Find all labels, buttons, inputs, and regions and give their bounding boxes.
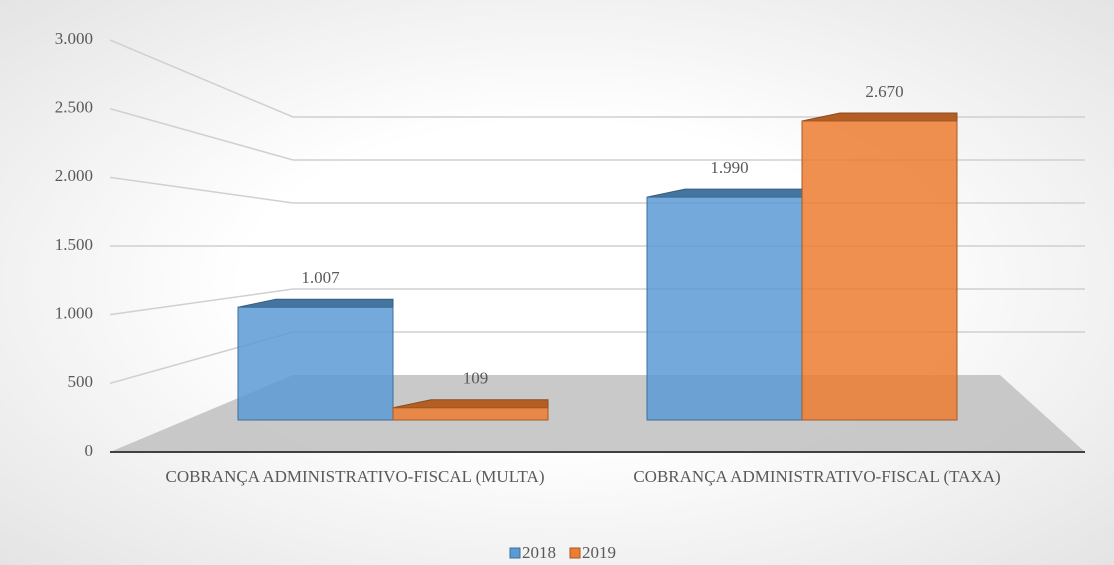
- bar-front: [801, 120, 958, 421]
- y-tick-label: 0: [85, 441, 94, 460]
- grid-line: [109, 39, 1085, 118]
- bar-front: [646, 196, 803, 421]
- bar: [392, 399, 549, 421]
- legend-label: 2019: [582, 543, 616, 562]
- y-tick-label: 500: [68, 372, 94, 391]
- bar-top: [237, 298, 394, 308]
- x-tick-label: COBRANÇA ADMINISTRATIVO-FISCAL (TAXA): [633, 467, 1001, 486]
- bar: [646, 188, 803, 421]
- data-label: 1.007: [301, 268, 340, 287]
- y-tick-label: 1.500: [55, 235, 93, 254]
- y-tick-label: 1.000: [55, 304, 93, 323]
- legend-label: 2018: [522, 543, 556, 562]
- data-label: 109: [463, 369, 489, 388]
- data-label: 1.990: [710, 158, 748, 177]
- bar: [801, 112, 958, 421]
- legend-swatch: [569, 547, 581, 559]
- y-tick-label: 2.000: [55, 166, 93, 185]
- x-tick-label: COBRANÇA ADMINISTRATIVO-FISCAL (MULTA): [165, 467, 545, 486]
- bar-front: [392, 407, 549, 421]
- bar-top: [646, 188, 803, 198]
- y-tick-label: 2.500: [55, 98, 93, 117]
- bar-front: [237, 306, 394, 421]
- y-tick-label: 3.000: [55, 29, 93, 48]
- bar-top: [801, 112, 958, 122]
- data-label: 2.670: [865, 82, 903, 101]
- legend-swatch: [509, 547, 521, 559]
- bar: [237, 298, 394, 421]
